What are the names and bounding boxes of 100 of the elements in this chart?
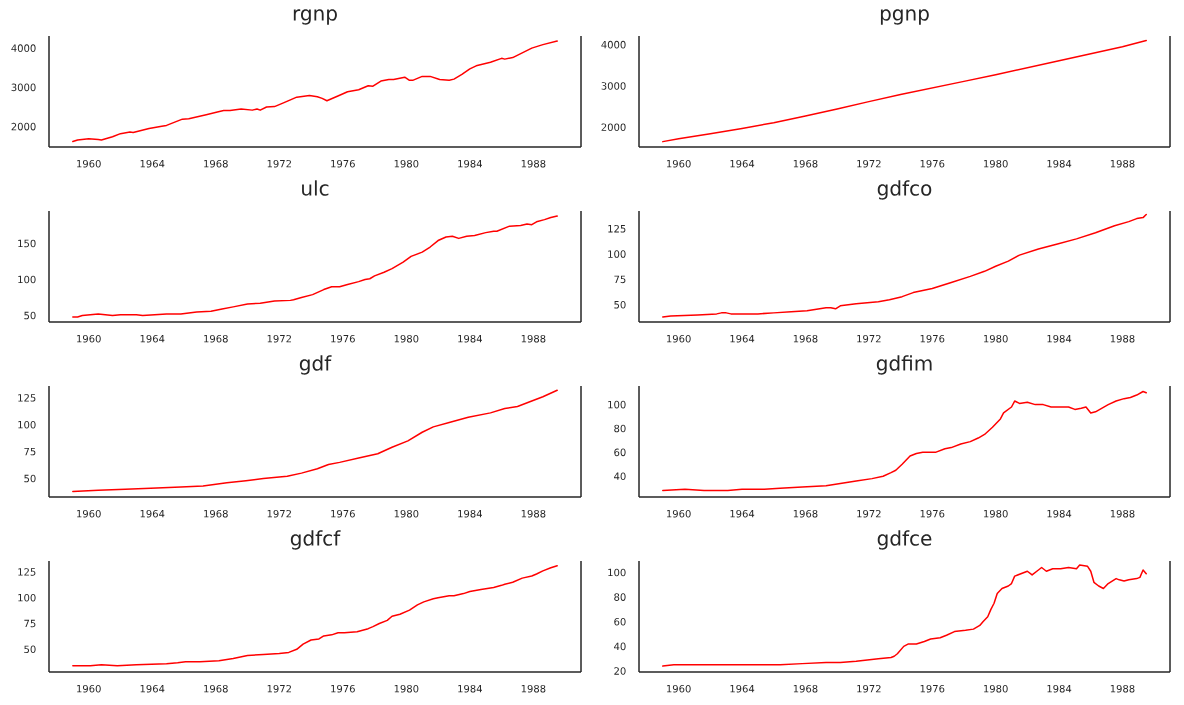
x-tick-label: 1980 <box>394 159 419 168</box>
x-tick-label: 1968 <box>204 334 228 343</box>
x-tick-label: 1960 <box>77 159 101 168</box>
x-tick-label: 1960 <box>77 684 101 693</box>
y-tick-label: 60 <box>614 448 626 457</box>
x-tick-label: 1976 <box>331 509 355 518</box>
y-tick-label: 2000 <box>601 123 626 131</box>
x-tick-label: 1968 <box>793 509 818 518</box>
x-tick-label: 1972 <box>267 334 291 343</box>
x-tick-label: 1960 <box>667 684 691 693</box>
y-tick-label: 75 <box>24 619 36 628</box>
line-series <box>662 213 1147 318</box>
x-tick-label: 1964 <box>730 684 755 693</box>
x-tick-label: 1980 <box>394 509 419 518</box>
x-tick-label: 1964 <box>140 334 165 343</box>
x-tick-label: 1960 <box>77 509 101 518</box>
x-tick-label: 1968 <box>204 159 228 168</box>
y-tick-label: 60 <box>614 617 626 626</box>
x-tick-label: 1984 <box>458 159 482 168</box>
y-tick-label: 50 <box>24 645 36 654</box>
x-tick-label: 1964 <box>140 684 165 693</box>
y-tick-label: 100 <box>18 275 36 284</box>
x-tick-label: 1984 <box>458 684 482 693</box>
x-tick-label: 1984 <box>1047 159 1072 168</box>
x-tick-label: 1964 <box>140 159 165 168</box>
x-tick-label: 1988 <box>1110 684 1135 693</box>
x-tick-label: 1976 <box>920 684 945 693</box>
y-tick-label: 100 <box>608 568 626 577</box>
y-tick-label: 100 <box>608 400 626 409</box>
y-tick-label: 50 <box>24 311 36 320</box>
x-tick-label: 1972 <box>857 509 881 518</box>
x-tick-label: 1988 <box>1110 334 1135 343</box>
y-tick-label: 75 <box>614 275 626 284</box>
x-tick-label: 1960 <box>667 334 691 343</box>
x-tick-label: 1972 <box>267 684 291 693</box>
x-tick-label: 1960 <box>77 334 101 343</box>
x-tick-label: 1968 <box>793 159 818 168</box>
y-tick-label: 20 <box>614 667 626 675</box>
x-tick-label: 1984 <box>458 509 482 518</box>
y-tick-label: 4000 <box>11 44 36 52</box>
chart-title: gdfcf <box>290 530 341 550</box>
y-tick-label: 40 <box>614 642 626 651</box>
x-tick-label: 1964 <box>730 334 755 343</box>
x-tick-label: 1960 <box>667 509 691 518</box>
x-tick-label: 1988 <box>521 509 546 518</box>
chart-title: gdf <box>299 355 332 375</box>
x-tick-label: 1968 <box>793 684 818 693</box>
x-tick-label: 1972 <box>857 684 881 693</box>
line-series <box>72 215 558 318</box>
x-tick-label: 1964 <box>140 509 165 518</box>
y-tick-label: 2000 <box>11 122 36 131</box>
x-tick-label: 1988 <box>1110 509 1135 518</box>
x-tick-label: 1980 <box>984 159 1008 168</box>
line-series <box>72 389 558 493</box>
y-tick-label: 50 <box>24 474 36 483</box>
x-tick-label: 1964 <box>730 159 755 168</box>
y-tick-label: 100 <box>608 250 626 258</box>
x-tick-label: 1972 <box>267 509 291 518</box>
x-tick-label: 1968 <box>793 334 818 343</box>
x-tick-label: 1984 <box>1047 334 1072 343</box>
y-tick-label: 80 <box>614 424 626 433</box>
y-tick-label: 125 <box>18 568 36 576</box>
y-tick-label: 50 <box>614 300 626 309</box>
x-tick-label: 1980 <box>984 684 1008 693</box>
x-tick-label: 1976 <box>331 684 355 693</box>
y-tick-label: 75 <box>24 447 36 456</box>
chart-title: pgnp <box>880 9 929 25</box>
x-tick-label: 1980 <box>394 684 419 693</box>
x-tick-label: 1988 <box>1110 159 1135 168</box>
x-tick-label: 1988 <box>521 334 546 343</box>
x-tick-label: 1984 <box>458 334 482 343</box>
y-tick-label: 3000 <box>11 83 36 92</box>
chart-title: rgnp <box>293 9 337 25</box>
y-tick-label: 4000 <box>601 40 626 49</box>
x-tick-label: 1988 <box>521 684 546 693</box>
y-tick-label: 100 <box>18 420 36 429</box>
y-tick-label: 80 <box>614 593 626 601</box>
x-tick-label: 1964 <box>730 509 755 518</box>
x-tick-label: 1976 <box>920 509 945 518</box>
x-tick-label: 1976 <box>920 159 945 168</box>
chart-title: gdfco <box>877 180 932 200</box>
x-tick-label: 1976 <box>920 334 945 343</box>
x-tick-label: 1972 <box>267 159 291 168</box>
y-tick-label: 150 <box>18 239 36 248</box>
x-tick-label: 1976 <box>331 159 355 168</box>
x-tick-label: 1968 <box>204 684 228 693</box>
x-tick-label: 1972 <box>857 159 881 168</box>
x-tick-label: 1976 <box>331 334 355 343</box>
x-tick-label: 1980 <box>984 334 1008 343</box>
x-tick-label: 1980 <box>984 509 1008 518</box>
y-tick-label: 125 <box>18 394 36 402</box>
y-tick-label: 40 <box>614 472 626 481</box>
x-tick-label: 1972 <box>857 334 881 343</box>
x-tick-label: 1960 <box>667 159 691 168</box>
x-tick-label: 1988 <box>521 159 546 168</box>
y-tick-label: 3000 <box>601 82 626 90</box>
x-tick-label: 1984 <box>1047 509 1072 518</box>
y-tick-label: 100 <box>18 593 36 602</box>
chart-title: ulc <box>302 180 329 196</box>
chart-title: gdfim <box>876 355 932 375</box>
